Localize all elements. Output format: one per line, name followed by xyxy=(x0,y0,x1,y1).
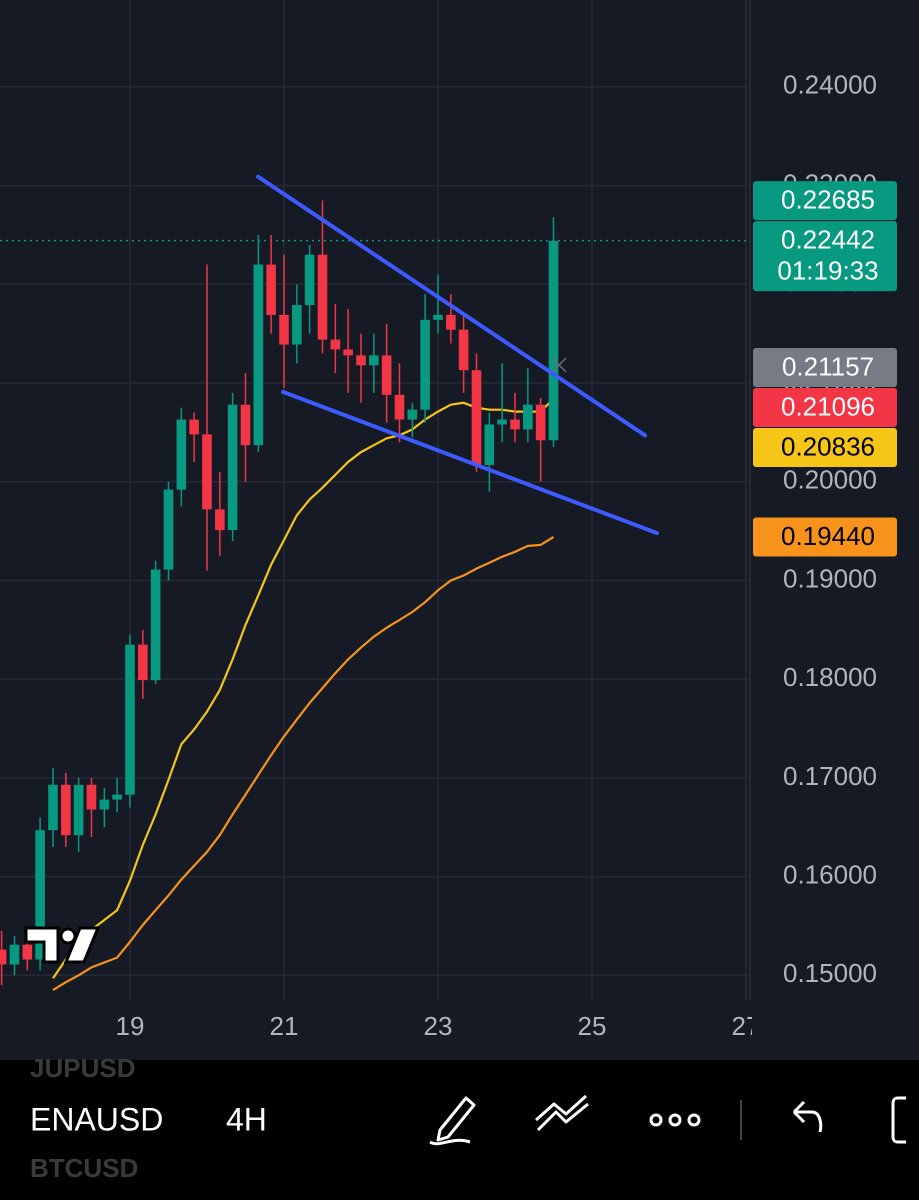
crosshair xyxy=(551,357,567,373)
candle-body xyxy=(510,419,520,430)
candle-body xyxy=(484,424,495,465)
x-tick-label: 25 xyxy=(578,1011,607,1041)
draw-button[interactable] xyxy=(429,1096,476,1146)
candle-body xyxy=(22,944,33,960)
price-badge-label: 0.22685 xyxy=(781,185,875,215)
candle-body xyxy=(227,404,238,531)
symbol-option[interactable]: BTCUSD xyxy=(30,1153,138,1183)
candle-body xyxy=(163,489,174,570)
x-tick-label: 27 xyxy=(732,1011,761,1041)
candle-body xyxy=(150,569,161,681)
price-badge-label: 0.21157 xyxy=(782,351,874,381)
price-badge xyxy=(753,221,897,292)
price-badge-label: 0.22442 xyxy=(781,225,875,255)
moving-average xyxy=(52,398,555,979)
trendline xyxy=(280,389,659,536)
candle-body xyxy=(381,355,392,395)
candle-body xyxy=(369,355,379,366)
price-badge xyxy=(753,428,897,468)
candle-body xyxy=(548,240,559,441)
symbol[interactable]: ENAUSD xyxy=(30,1101,163,1137)
moving-average xyxy=(52,536,555,992)
candle-body xyxy=(497,419,507,425)
candle-body xyxy=(61,784,71,836)
toolbar xyxy=(0,1060,919,1200)
candle-body xyxy=(176,419,187,490)
x-tick-label: 19 xyxy=(116,1011,145,1041)
y-tick-label: 0.18000 xyxy=(783,662,877,692)
candle-body xyxy=(356,355,366,366)
interval[interactable]: 4H xyxy=(226,1101,267,1137)
candle-body xyxy=(125,644,135,795)
candle-body xyxy=(523,404,533,430)
more-button[interactable] xyxy=(649,1113,701,1127)
candle-body xyxy=(9,944,20,965)
trendline xyxy=(256,174,648,438)
price-badge xyxy=(753,388,897,428)
candle-body xyxy=(112,794,122,800)
candle-body xyxy=(343,349,353,356)
y-tick-label: 0.15000 xyxy=(783,958,877,988)
price-badge-label: 0.21096 xyxy=(781,391,875,421)
candle-body xyxy=(266,264,276,315)
candle-body xyxy=(458,329,469,371)
y-tick-label: 0.20000 xyxy=(783,465,877,495)
price-badge-label: 0.19440 xyxy=(781,521,875,551)
candle-body xyxy=(446,314,456,330)
grid xyxy=(0,0,751,1000)
countdown: 01:19:33 xyxy=(777,256,878,286)
candle-body xyxy=(471,370,482,465)
candle-body xyxy=(0,949,7,965)
fullscreen-button[interactable] xyxy=(891,1096,906,1144)
x-axis: 19 21 23 25 27 xyxy=(116,1011,761,1041)
y-tick-label: 0.24000 xyxy=(783,70,877,100)
candle-body xyxy=(394,394,405,420)
candle-body xyxy=(317,254,328,340)
candle-body xyxy=(35,830,45,960)
candle-body xyxy=(304,254,315,306)
undo-button[interactable] xyxy=(792,1100,823,1133)
candle-body xyxy=(292,305,302,345)
y-tick-label: 0.17000 xyxy=(783,761,877,791)
candle-body xyxy=(138,644,148,681)
candle-body xyxy=(48,784,58,831)
x-tick-label: 21 xyxy=(270,1011,299,1041)
candle-body xyxy=(279,314,289,345)
candle-body xyxy=(407,409,418,420)
candle-body xyxy=(253,264,264,446)
x-tick-label: 23 xyxy=(424,1011,453,1041)
plot-area xyxy=(0,174,750,992)
candle-body xyxy=(535,404,546,441)
candle-body xyxy=(202,434,212,510)
price-badge-label: 0.20836 xyxy=(781,431,875,461)
price-badge xyxy=(753,517,897,557)
price-badge xyxy=(753,181,897,221)
candle-body xyxy=(240,404,251,446)
y-tick-label: 0.19000 xyxy=(783,563,877,593)
candle-body xyxy=(420,319,430,410)
candle-body xyxy=(189,419,199,435)
price-badge xyxy=(753,348,897,388)
candle-body xyxy=(330,339,341,350)
trend-tools-button[interactable] xyxy=(535,1094,589,1132)
symbol-option[interactable]: JUPUSD xyxy=(30,1053,135,1083)
candle-body xyxy=(215,509,225,531)
candle-body xyxy=(73,784,84,836)
tradingview-logo xyxy=(24,926,101,964)
candle-body xyxy=(86,784,97,810)
y-tick-label: 0.16000 xyxy=(783,859,877,889)
candle-body xyxy=(433,314,443,320)
candle-body xyxy=(99,799,110,810)
